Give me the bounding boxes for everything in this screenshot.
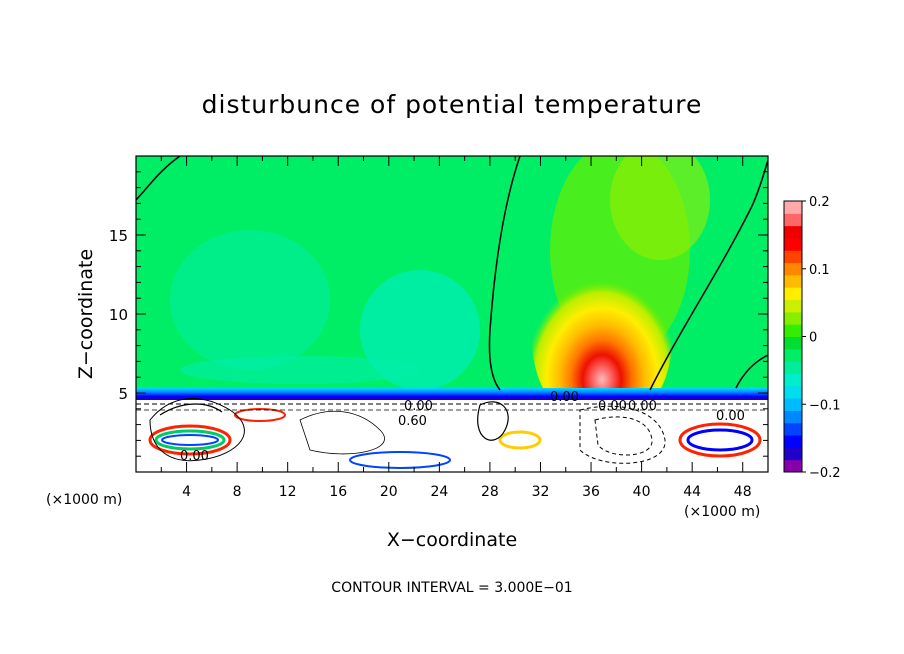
x-tick-label: 40	[633, 484, 651, 500]
x-tick-label: 32	[532, 484, 550, 500]
zero-contour	[136, 156, 181, 201]
cold-band	[136, 388, 768, 400]
colorbar-swatch	[784, 373, 802, 387]
colorbar-swatch	[784, 385, 802, 399]
contour-label: 0.00	[716, 409, 745, 424]
colorbar-label: −0.2	[809, 466, 841, 481]
colorbar-swatch	[784, 274, 802, 288]
lower-patch	[686, 428, 754, 452]
x-tick-label: 28	[481, 484, 499, 500]
colorbar-swatch	[784, 398, 802, 411]
x-axis-title: X−coordinate	[387, 529, 517, 551]
lower-patch	[678, 422, 762, 458]
lower-patch	[498, 430, 542, 450]
colorbar-label: 0.1	[809, 263, 830, 278]
x-tick-label: 12	[279, 484, 297, 500]
y-tick-label: 15	[109, 227, 128, 245]
y-tick-label: 10	[109, 306, 128, 324]
colorbar-swatch	[784, 447, 802, 461]
colorbar-swatch	[784, 225, 802, 239]
x-unit-left: (×1000 m)	[46, 492, 122, 508]
colorbar-swatch	[784, 287, 802, 301]
x-tick-label: 16	[329, 484, 347, 500]
contour-label: 0.60	[398, 414, 427, 429]
x-tick-label: 4	[182, 484, 191, 500]
zero-contour	[488, 156, 521, 391]
x-tick-label: 36	[582, 484, 600, 500]
field-patch-warm	[610, 156, 710, 260]
colorbar-swatch	[784, 311, 802, 325]
lower-patch	[154, 429, 226, 451]
x-axis: 4 8 12 16 20 24 28 32 36 40 44 48	[160, 156, 752, 500]
x-tick-label: 24	[430, 484, 448, 500]
y-tick-label: 5	[118, 385, 128, 403]
lower-patch	[161, 434, 219, 446]
contour-label: 0.00	[628, 399, 657, 414]
x-tick-label: 44	[683, 484, 701, 500]
x-tick-label: 20	[380, 484, 398, 500]
lower-patch	[234, 408, 286, 422]
contour-interval-note: CONTOUR INTERVAL = 3.000E−01	[331, 580, 572, 596]
colorbar-swatch	[784, 299, 802, 313]
field-patch-cool	[180, 356, 420, 384]
colorbar-swatch	[784, 336, 802, 350]
contour-label: 0.00	[180, 449, 209, 464]
colorbar-swatch	[784, 348, 802, 362]
colorbar-frame	[783, 200, 803, 473]
contour-label: 0.00	[550, 390, 579, 405]
colorbar-swatch	[784, 237, 802, 251]
colorbar-swatch	[784, 213, 802, 227]
y-axis-title: Z−coordinate	[75, 249, 97, 379]
zero-contour	[735, 354, 768, 389]
zero-contour	[649, 159, 768, 391]
colorbar-swatch	[784, 201, 802, 214]
colorbar-label: 0	[809, 331, 817, 346]
colorbar-swatch	[784, 459, 802, 473]
colorbar: 0.2 0.1 0 −0.1 −0.2	[784, 195, 841, 481]
colorbar-swatch	[784, 361, 802, 374]
colorbar-swatch	[784, 324, 802, 337]
contour-line	[579, 405, 666, 464]
contour-line	[149, 398, 245, 462]
field-patch-cool	[170, 230, 330, 370]
colorbar-label: −0.1	[809, 398, 841, 413]
colorbar-label: 0.2	[809, 195, 830, 210]
chart-title: disturbunce of potential temperature	[202, 90, 703, 119]
warm-anomaly	[532, 250, 672, 430]
y-axis: 5 10 15	[109, 171, 768, 457]
colorbar-swatch	[784, 410, 802, 424]
plot-area	[136, 156, 768, 472]
contour-line	[299, 410, 385, 455]
x-unit-right: (×1000 m)	[684, 504, 760, 520]
x-tick-label: 8	[233, 484, 242, 500]
x-tick-label: 48	[734, 484, 752, 500]
colorbar-swatch	[784, 262, 802, 276]
contour-labels: 0.00 0.60 0.00 0.00 0.00 0.00 0.00	[180, 390, 745, 464]
colorbar-swatch	[784, 250, 802, 264]
lower-patch	[349, 451, 451, 469]
field-patch-cool	[360, 270, 480, 390]
colorbar-swatch	[784, 422, 802, 436]
lower-patch	[148, 424, 232, 456]
contour-label: 0.00	[404, 399, 433, 414]
colorbar-swatch	[784, 435, 802, 448]
contour-line	[594, 416, 653, 456]
contour-label: 0.00	[598, 399, 627, 414]
contour-line	[477, 401, 509, 441]
